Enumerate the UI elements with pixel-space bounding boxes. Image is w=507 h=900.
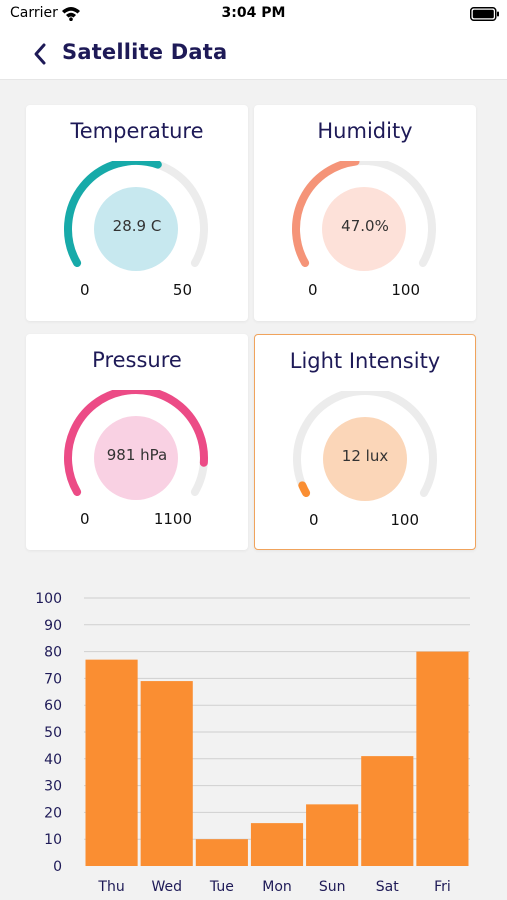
nav-bar: Satellite Data	[0, 28, 507, 80]
gauge-arc	[64, 390, 208, 496]
gauge-value: 981 hPa	[106, 446, 168, 464]
bar-mon[interactable]	[250, 823, 304, 866]
temperature-gauge	[64, 161, 208, 271]
status-bar: Carrier 3:04 PM	[0, 0, 507, 28]
y-tick-label: 100	[35, 591, 62, 607]
gauge-arc	[292, 161, 360, 267]
card-title: Light Intensity	[289, 349, 441, 373]
bar-wed[interactable]	[140, 681, 193, 866]
bar-fri[interactable]	[416, 651, 469, 866]
gauge-max: 1100	[153, 510, 192, 528]
card-title: Pressure	[92, 348, 182, 372]
gauge-min: 0	[308, 281, 318, 299]
light-intensity-gauge	[293, 391, 437, 501]
back-chevron-icon[interactable]	[30, 41, 54, 67]
y-tick-label: 0	[53, 859, 62, 875]
humidity-card[interactable]: Humidity 47.0% 0 100	[254, 105, 476, 321]
y-tick-label: 20	[44, 805, 62, 821]
status-time: 3:04 PM	[221, 5, 286, 21]
gauge-center	[94, 187, 178, 271]
gauge-min: 0	[309, 511, 319, 529]
gauge-max: 50	[172, 281, 192, 299]
light-intensity-card[interactable]: Light Intensity 12 lux 0 100	[254, 334, 476, 550]
bar-tue[interactable]	[195, 839, 248, 866]
gauge-arc	[64, 161, 162, 267]
temperature-card[interactable]: Temperature 28.9 C 0 50	[26, 105, 248, 321]
bar-chart-canvas: 0 10 20 30 40 50 60 70 80 90 100 Thu Wed Tue Mon Sun Sat…	[35, 591, 470, 895]
y-tick-label: 10	[44, 832, 62, 848]
y-tick-label: 50	[44, 725, 62, 741]
humidity-gauge	[292, 161, 436, 271]
x-tick-label: Thu	[97, 879, 124, 895]
card-title: Humidity	[317, 119, 413, 143]
gauge-center	[94, 416, 178, 500]
x-tick-label: Fri	[434, 879, 451, 895]
bar-sun[interactable]	[306, 804, 359, 866]
gauge-center	[323, 417, 407, 501]
x-tick-label: Mon	[262, 879, 292, 895]
gauge-min: 0	[80, 281, 90, 299]
y-tick-label: 70	[44, 671, 62, 687]
x-tick-label: Wed	[151, 879, 182, 895]
carrier-label: Carrier	[10, 5, 58, 21]
page-title: Satellite Data	[62, 40, 228, 64]
gauge-center	[322, 187, 406, 271]
bar-sat[interactable]	[361, 756, 414, 866]
bar-thu[interactable]	[85, 659, 138, 866]
pressure-card[interactable]: Pressure 981 hPa 0 1100	[26, 334, 248, 550]
x-tick-label: Sun	[319, 879, 346, 895]
y-tick-label: 90	[44, 618, 62, 634]
y-tick-label: 60	[44, 698, 62, 714]
x-tick-label: Sat	[376, 879, 399, 895]
gauge-track	[293, 391, 437, 497]
y-tick-label: 80	[44, 645, 62, 661]
gauge-value: 28.9 C	[112, 217, 162, 235]
gauge-value: 12 lux	[341, 447, 389, 465]
y-tick-label: 40	[44, 752, 62, 768]
gauge-min: 0	[80, 510, 90, 528]
wifi-icon	[62, 7, 80, 21]
battery-icon	[470, 7, 499, 21]
weekly-bar-chart: 0 10 20 30 40 50 60 70 80 90 100 Thu Wed Tue Mon Sun Sat…	[0, 570, 507, 900]
y-tick-label: 30	[44, 779, 62, 795]
gauge-max: 100	[391, 281, 420, 299]
gauge-arc	[298, 481, 311, 497]
gauge-max: 100	[390, 511, 419, 529]
gauge-value: 47.0%	[341, 217, 389, 235]
card-title: Temperature	[70, 119, 204, 143]
pressure-gauge	[64, 390, 208, 500]
x-tick-label: Tue	[209, 879, 234, 895]
